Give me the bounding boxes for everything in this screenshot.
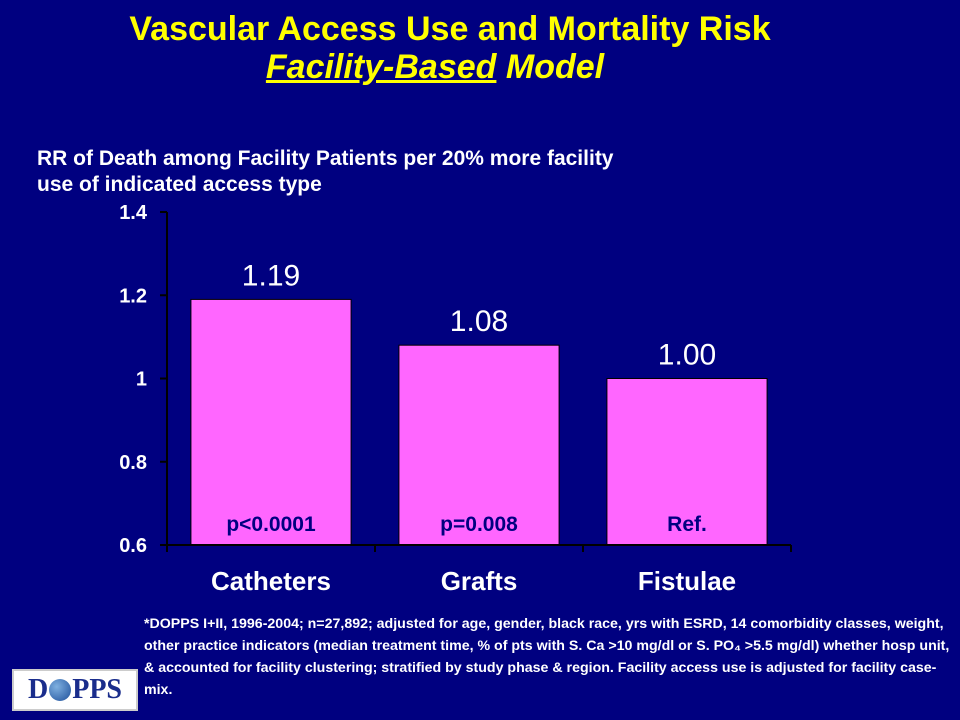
y-tick-label: 1 [136, 369, 147, 391]
logo-text-left: D [27, 674, 49, 705]
p-value-label: Ref. [667, 513, 707, 536]
bar-catheters [190, 298, 352, 546]
title-line-2: Facility-Based Model [0, 48, 960, 86]
y-tick-label: 0.8 [119, 452, 147, 474]
logo-text-right: PPS [72, 674, 122, 705]
value-label: 1.19 [242, 259, 300, 292]
title-underlined-word: Facility-Based [265, 48, 497, 86]
globe-icon [49, 679, 72, 701]
dopps-logo: D PPS [12, 669, 138, 711]
y-tick-label: 1.4 [119, 202, 148, 224]
value-label: 1.08 [450, 305, 508, 338]
p-value-label: p=0.008 [440, 513, 518, 536]
category-label: Grafts [441, 566, 518, 596]
title-line-2-rest: Model [496, 48, 605, 86]
value-label: 1.00 [658, 339, 716, 372]
y-tick-label: 1.2 [119, 285, 147, 307]
bar-grafts [398, 344, 560, 546]
chart-title: Vascular Access Use and Mortality Risk F… [0, 10, 960, 86]
y-tick-label: 0.6 [119, 535, 147, 557]
category-label: Catheters [211, 566, 331, 596]
bar-fistulae [606, 378, 768, 546]
y-axis-label: RR of Death among Facility Patients per … [37, 147, 614, 196]
category-label: Fistulae [638, 566, 736, 596]
title-line-1: Vascular Access Use and Mortality Risk [129, 10, 771, 48]
p-value-label: p<0.0001 [226, 513, 316, 536]
footnote: *DOPPS I+II, 1996-2004; n=27,892; adjust… [144, 616, 950, 698]
